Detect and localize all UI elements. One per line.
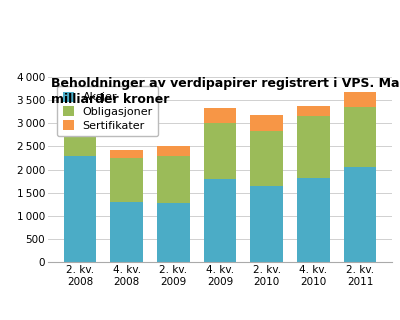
Bar xyxy=(110,150,143,157)
Bar xyxy=(250,115,283,131)
Bar xyxy=(344,92,376,107)
Bar xyxy=(250,186,283,262)
Bar xyxy=(64,156,96,262)
Legend: Aksjer, Obligasjoner, Sertifikater: Aksjer, Obligasjoner, Sertifikater xyxy=(57,86,158,136)
Bar xyxy=(157,156,190,203)
Bar xyxy=(344,107,376,167)
Bar xyxy=(344,167,376,262)
Bar xyxy=(204,123,236,179)
Bar xyxy=(297,178,330,262)
Bar xyxy=(297,106,330,116)
Bar xyxy=(64,108,96,118)
Bar xyxy=(204,108,236,123)
Bar xyxy=(157,146,190,156)
Bar xyxy=(64,118,96,156)
Bar xyxy=(110,157,143,202)
Bar xyxy=(297,116,330,178)
Bar xyxy=(110,202,143,262)
Bar xyxy=(250,131,283,186)
Bar xyxy=(204,179,236,262)
Bar xyxy=(157,203,190,262)
Text: Beholdninger av verdipapirer registrert i VPS. Markedsverdier i
milliarder krone: Beholdninger av verdipapirer registrert … xyxy=(52,77,400,106)
